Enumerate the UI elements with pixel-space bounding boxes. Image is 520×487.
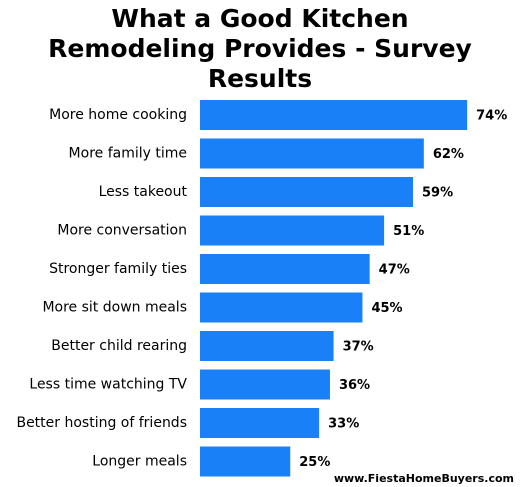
bar xyxy=(200,254,370,284)
bar xyxy=(200,100,468,130)
bar xyxy=(200,331,334,361)
value-label: 59% xyxy=(422,186,453,201)
category-label: More home cooking xyxy=(49,107,187,123)
category-label: Better child rearing xyxy=(51,338,187,354)
category-label: More family time xyxy=(69,146,187,162)
value-label: 25% xyxy=(299,455,330,470)
category-label: Less time watching TV xyxy=(29,377,187,393)
bar xyxy=(200,292,363,323)
bar xyxy=(200,446,291,477)
value-label: 37% xyxy=(343,340,374,355)
category-label: More conversation xyxy=(57,223,187,239)
value-label: 36% xyxy=(339,378,370,393)
bar xyxy=(200,369,330,400)
value-label: 47% xyxy=(379,263,410,278)
category-label: More sit down meals xyxy=(42,300,187,316)
value-label: 33% xyxy=(328,417,359,432)
bar xyxy=(200,215,385,246)
bar xyxy=(200,408,320,438)
value-label: 51% xyxy=(393,224,424,239)
category-label: Longer meals xyxy=(92,454,187,470)
source: www.FiestaHomeBuyers.com xyxy=(334,472,514,485)
category-label: Stronger family ties xyxy=(49,261,187,277)
value-label: 74% xyxy=(476,109,507,124)
bar xyxy=(200,177,413,207)
category-label: Less takeout xyxy=(99,184,188,200)
bar xyxy=(200,138,424,169)
value-label: 45% xyxy=(371,301,402,316)
category-label: Better hosting of friends xyxy=(16,415,187,431)
chart-title: What a Good Kitchen Remodeling Provides … xyxy=(48,4,472,93)
value-label: 62% xyxy=(433,147,464,162)
